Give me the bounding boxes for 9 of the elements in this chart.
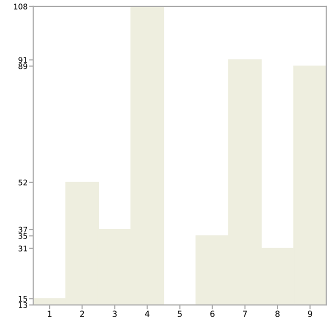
x-tick-label: 7 <box>242 310 247 317</box>
x-tick-label: 5 <box>178 310 182 317</box>
x-tick-label: 4 <box>145 310 150 317</box>
x-tick-label: 9 <box>308 310 312 317</box>
x-tick-label: 1 <box>48 310 52 317</box>
x-tick-label: 6 <box>210 310 215 317</box>
x-tick-label: 2 <box>80 310 84 317</box>
x-tick-label: 3 <box>112 310 117 317</box>
x-tick-label: 8 <box>275 310 280 317</box>
